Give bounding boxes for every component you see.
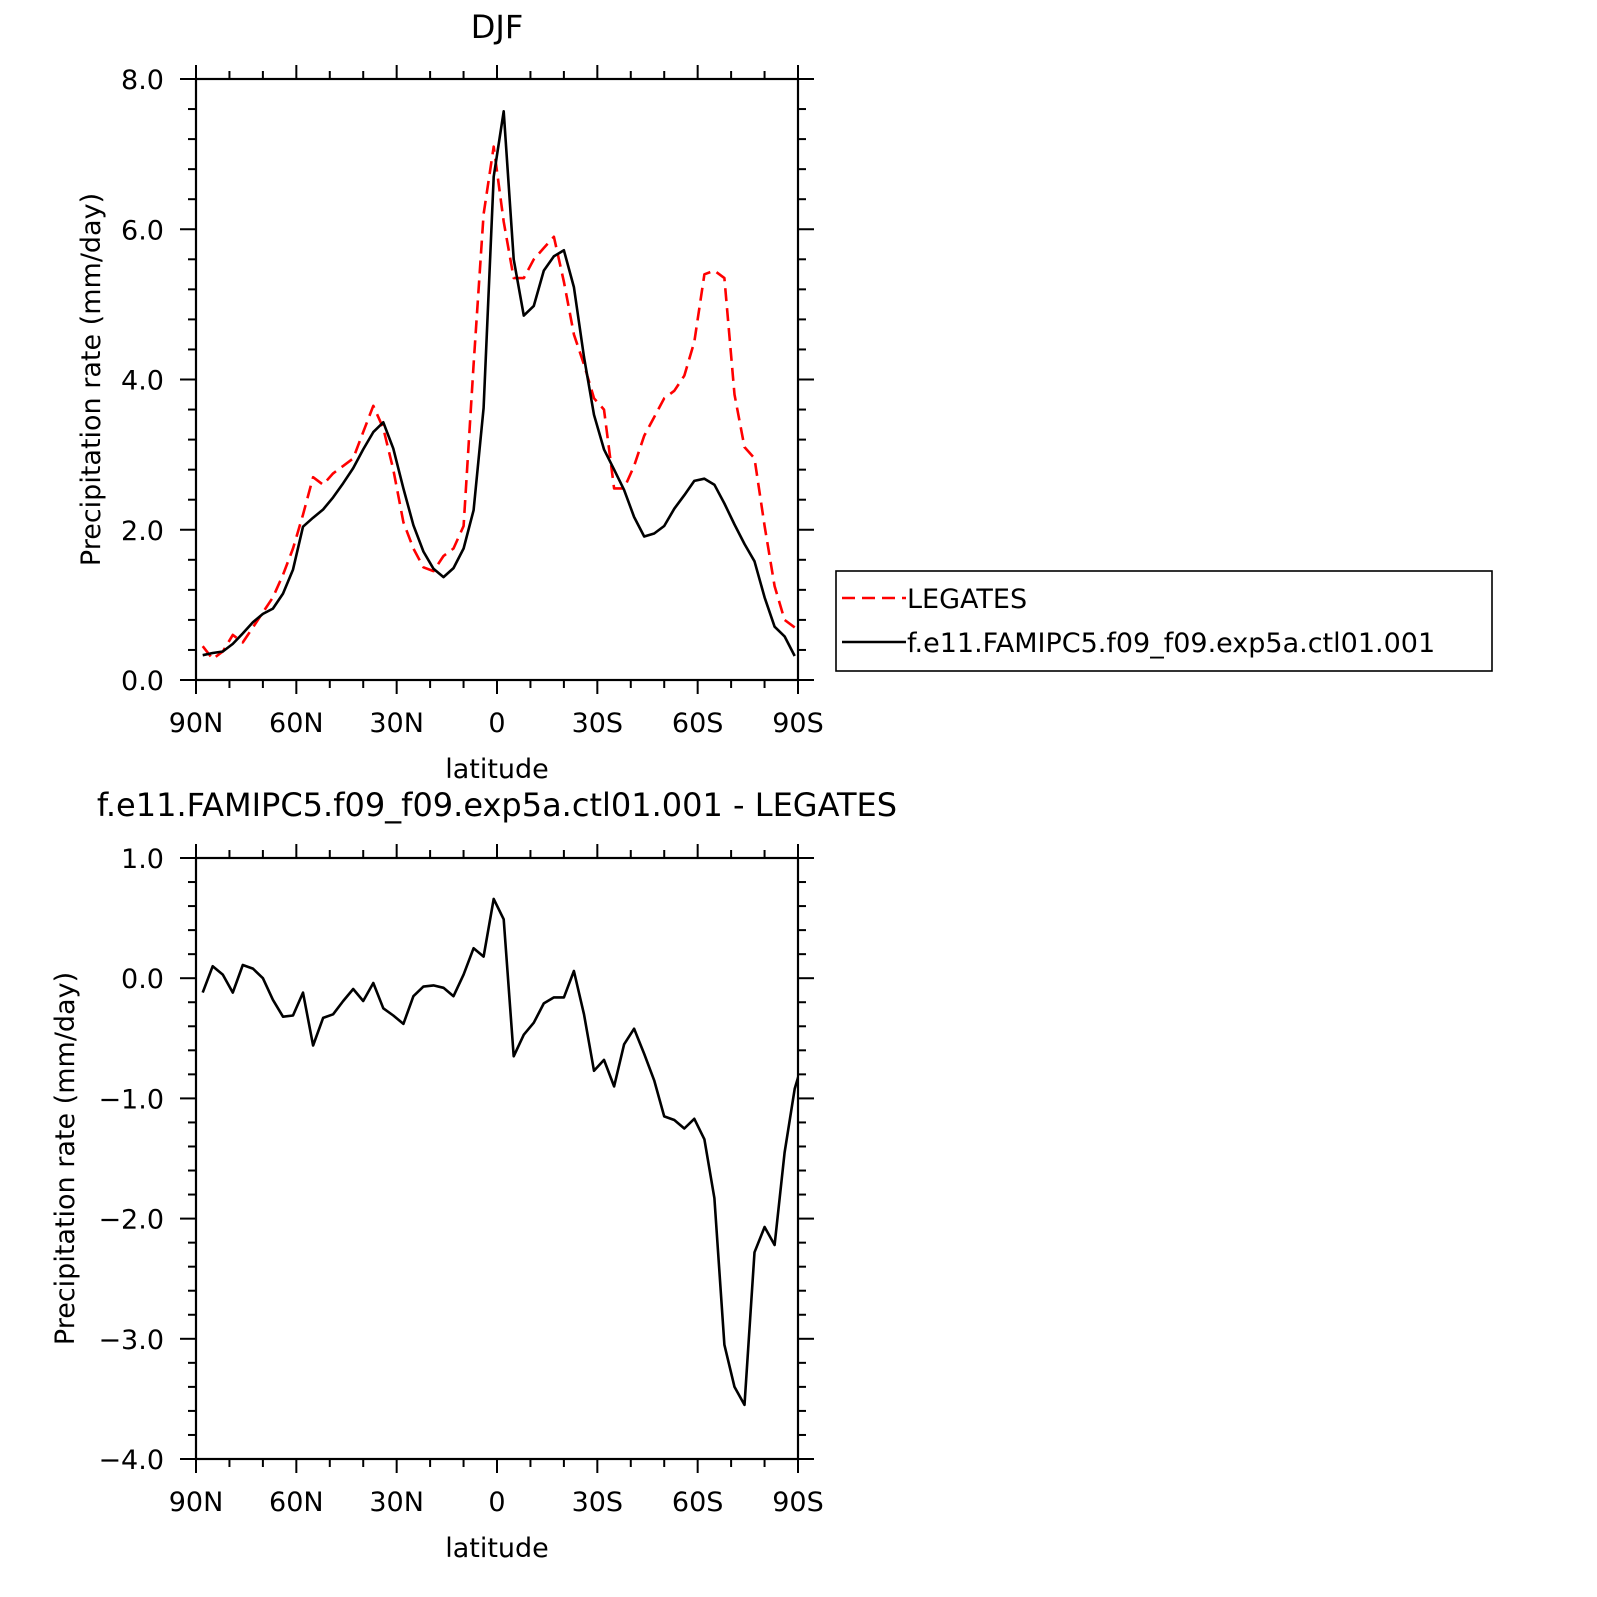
x-tick-label: 30N	[369, 1487, 424, 1518]
x-tick-label: 60S	[672, 708, 724, 739]
y-tick-label: −4.0	[98, 1445, 164, 1476]
y-tick-label: −1.0	[98, 1084, 164, 1115]
x-tick-label: 30S	[572, 1487, 624, 1518]
legend: LEGATES f.e11.FAMIPC5.f09_f09.exp5a.ctl01…	[835, 570, 1493, 672]
y-tick-label: −3.0	[98, 1325, 164, 1356]
y-tick-label: 2.0	[121, 516, 164, 547]
x-tick-label: 30N	[369, 708, 424, 739]
x-tick-label: 90S	[772, 1487, 824, 1518]
legend-label: LEGATES	[907, 584, 1027, 615]
x-tick-label: 30S	[572, 708, 624, 739]
chart-title: f.e11.FAMIPC5.f09_f09.exp5a.ctl01.001 - …	[97, 786, 897, 824]
x-tick-label: 60N	[269, 1487, 324, 1518]
series-line-legates	[201, 145, 796, 661]
x-tick-label: 60N	[269, 708, 324, 739]
top-panel-djf: DJF 90N 60N 30N 0 30S 60S 90S 0.0 2.0 4.0 6.0 8.0 lat…	[76, 8, 1493, 785]
y-tick-label: 8.0	[121, 65, 164, 96]
y-tick-label: 6.0	[121, 215, 164, 246]
x-tick-label: 0	[488, 708, 505, 739]
bottom-panel-difference: f.e11.FAMIPC5.f09_f09.exp5a.ctl01.001 - …	[50, 786, 897, 1564]
chart-title: DJF	[471, 8, 523, 46]
series-line-f-e11-famipc5-f09-f09-exp5a-ctl01-001	[202, 110, 796, 657]
legend-label: f.e11.FAMIPC5.f09_f09.exp5a.ctl01.001	[907, 628, 1435, 659]
y-tick-label: 1.0	[121, 844, 164, 875]
x-tick-label: 60S	[672, 1487, 724, 1518]
y-tick-label: 0.0	[121, 964, 164, 995]
x-axis-label: latitude	[445, 754, 549, 785]
x-tick-label: 90N	[169, 1487, 224, 1518]
y-axis-label: Precipitation rate (mm/day)	[76, 193, 107, 566]
y-tick-label: 0.0	[121, 666, 164, 697]
y-axis-label: Precipitation rate (mm/day)	[50, 972, 81, 1345]
legend-box	[835, 570, 1493, 672]
y-tick-label: −2.0	[98, 1205, 164, 1236]
x-tick-label: 90S	[772, 708, 824, 739]
y-tick-label: 4.0	[121, 366, 164, 397]
x-tick-label: 0	[488, 1487, 505, 1518]
series-line-difference	[201, 897, 798, 1407]
x-tick-label: 90N	[169, 708, 224, 739]
x-axis-label: latitude	[445, 1533, 549, 1564]
